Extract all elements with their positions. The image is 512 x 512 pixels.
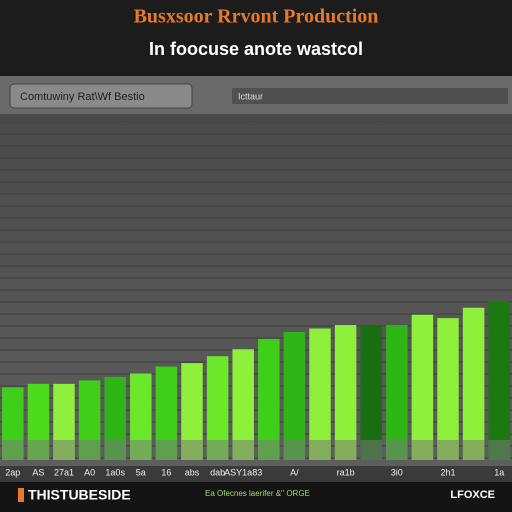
bar — [283, 331, 306, 460]
header-bar — [0, 0, 512, 76]
bar — [155, 366, 178, 460]
bar — [386, 325, 408, 460]
bar-base — [27, 440, 50, 460]
x-tick-label: 16 — [161, 467, 171, 477]
footer-note: Ea Ofecnes laerifer &'' ORGE — [205, 489, 310, 498]
bar-base — [232, 440, 254, 460]
toolbar-tab[interactable]: Icttaur — [238, 91, 263, 101]
toolbar-field[interactable] — [9, 83, 193, 109]
x-tick-label: abs — [185, 467, 200, 477]
x-tick-label: 2h1 — [440, 467, 455, 477]
bar-base — [2, 440, 24, 460]
x-tick-label: 5a — [136, 467, 146, 477]
x-tick-label: 1a — [494, 467, 504, 477]
x-tick-label: 1a0s — [105, 467, 125, 477]
x-axis-band — [0, 466, 512, 482]
bar-base — [386, 440, 408, 460]
bar — [334, 325, 357, 460]
bar — [360, 325, 382, 460]
bar — [206, 356, 229, 460]
bar-base — [437, 440, 459, 460]
bar-base — [309, 440, 331, 460]
bar-base — [411, 440, 434, 460]
bar — [258, 338, 280, 460]
x-tick-label: ra1b — [337, 467, 355, 477]
x-tick-label: AS — [32, 467, 44, 477]
x-tick-label: dab — [210, 467, 225, 477]
x-tick-label: ASY1a83 — [224, 467, 262, 477]
bar-base — [78, 440, 101, 460]
bar-base — [206, 440, 229, 460]
toolbar-tabs[interactable] — [232, 88, 508, 104]
bar-base — [462, 440, 485, 460]
bar — [181, 363, 203, 460]
footer-brand-right: LFOXCE — [450, 489, 495, 501]
bar — [488, 300, 510, 460]
bar-base — [53, 440, 75, 460]
bar — [232, 349, 254, 460]
bar — [309, 328, 331, 460]
x-tick-label: 3i0 — [391, 467, 403, 477]
bar-base — [334, 440, 357, 460]
bar — [462, 307, 485, 460]
bar — [411, 314, 434, 460]
bar-base — [283, 440, 306, 460]
bar — [104, 376, 126, 460]
x-tick-label: A/ — [290, 467, 299, 477]
footer-brand: THISTUBESIDE — [28, 487, 131, 503]
bar — [437, 318, 459, 460]
chart-subtitle: In foocuse anote wastcol — [149, 39, 363, 59]
x-tick-label: A0 — [84, 467, 95, 477]
footer-logo — [18, 488, 24, 502]
bar — [130, 373, 152, 460]
bar-base — [360, 440, 382, 460]
bar-base — [181, 440, 203, 460]
bar-base — [488, 440, 510, 460]
bar-base — [130, 440, 152, 460]
bar-base — [258, 440, 280, 460]
toolbar-label: Comtuwiny Rat\Wf Bestio — [20, 91, 145, 103]
chart-title: Busxsoor Rrvont Production — [134, 6, 379, 28]
x-tick-label: 2ap — [5, 467, 20, 477]
bar-base — [155, 440, 178, 460]
footer — [0, 482, 512, 512]
x-tick-label: 27a1 — [54, 467, 74, 477]
bar-base — [104, 440, 126, 460]
